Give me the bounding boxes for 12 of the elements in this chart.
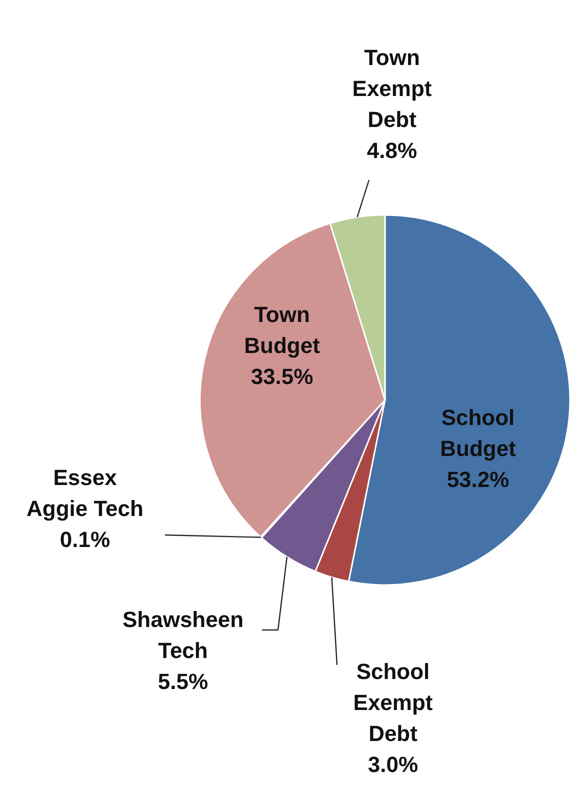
data-label: 4.8% [366, 138, 418, 163]
slice-label: Shawsheen Tech [122, 607, 244, 663]
slice-label: Essex Aggie Tech [26, 465, 144, 521]
slice-label: School Exempt Debt [353, 659, 434, 746]
data-label: 3.0% [368, 752, 418, 777]
data-label: 0.1% [60, 527, 110, 552]
data-label: 5.5% [158, 669, 208, 694]
slice-label: Town Exempt Debt [352, 45, 432, 132]
slice-label: Town Budget [244, 302, 321, 358]
slice-label: School Budget [440, 405, 517, 461]
data-label: 53.2% [446, 467, 510, 492]
data-label: 33.5% [250, 364, 314, 389]
